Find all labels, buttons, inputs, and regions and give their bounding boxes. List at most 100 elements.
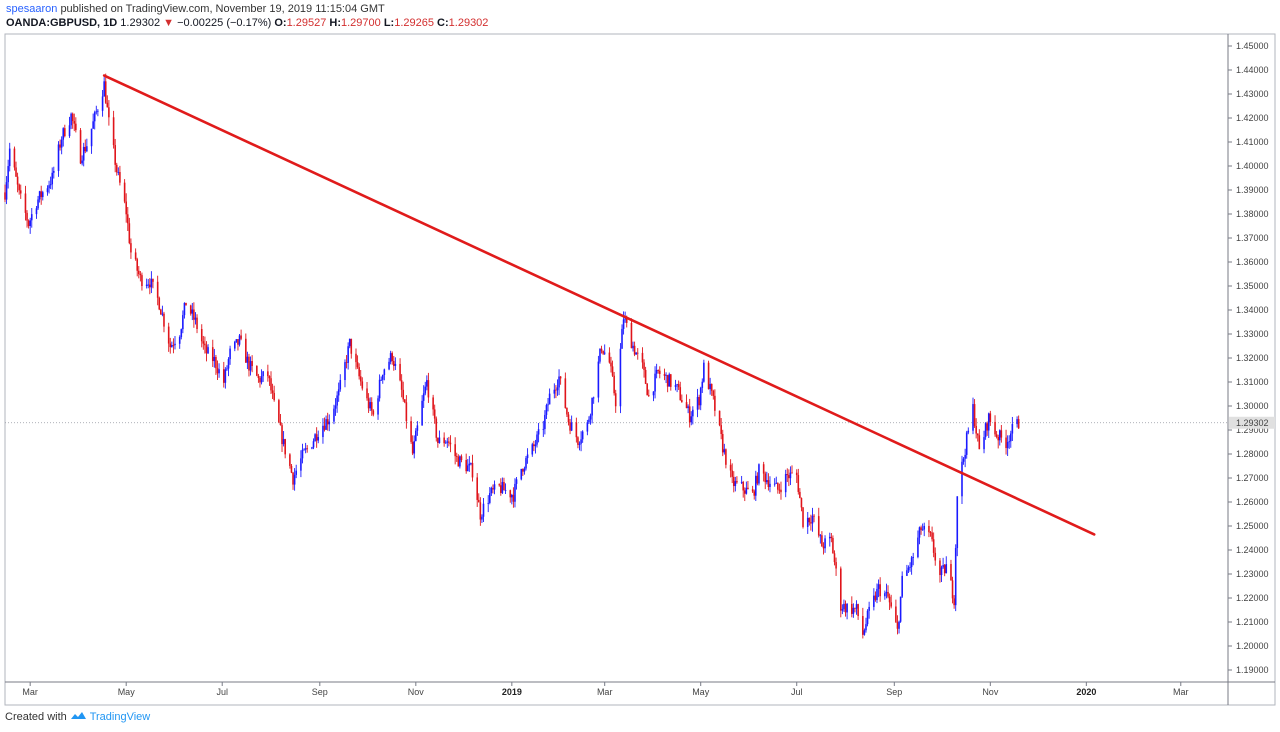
candle	[311, 446, 313, 450]
candle	[200, 324, 203, 348]
candle	[832, 535, 834, 554]
candle	[548, 388, 551, 405]
candle	[910, 555, 913, 575]
candle	[73, 113, 76, 132]
candle	[347, 342, 349, 370]
candle	[994, 415, 996, 437]
tradingview-link[interactable]: TradingView	[89, 711, 151, 723]
candle	[852, 603, 855, 618]
candle	[470, 462, 472, 466]
candle	[381, 374, 384, 384]
candle	[931, 526, 933, 542]
candle	[658, 366, 661, 379]
candle	[334, 398, 337, 416]
price-axis[interactable]: 1.19000 1.20000 1.21000 1.22000 1.23000 1.240…	[1228, 41, 1269, 675]
candle	[370, 397, 373, 416]
high-label: H:	[329, 17, 341, 29]
candle	[182, 310, 184, 334]
candle	[888, 593, 891, 610]
candle	[586, 419, 589, 436]
candle	[950, 559, 952, 581]
candle	[278, 398, 280, 424]
candle	[282, 431, 285, 447]
candle	[670, 373, 672, 391]
candle	[589, 413, 592, 425]
candle	[934, 547, 937, 566]
candle	[37, 195, 39, 210]
candle	[698, 394, 700, 410]
candle	[240, 329, 242, 341]
candle	[984, 422, 987, 440]
price-tick-label: 1.33000	[1236, 329, 1269, 339]
symbol-label: OANDA:GBPUSD, 1D	[6, 17, 118, 29]
candle	[211, 339, 214, 368]
candle	[7, 159, 9, 189]
candle	[26, 210, 28, 228]
time-axis[interactable]: Mar May Jul Sep Nov 2019 Mar May Jul Sep Nov 2020 Ma…	[22, 682, 1189, 697]
candle-series	[4, 73, 1020, 639]
candle	[569, 418, 571, 435]
candle	[736, 476, 738, 484]
candle	[932, 532, 935, 558]
candle	[835, 557, 837, 576]
candle	[79, 128, 82, 165]
candle	[740, 475, 743, 485]
candle	[194, 312, 197, 325]
candle	[887, 585, 889, 599]
candle	[898, 620, 900, 634]
price-tick-label: 1.41000	[1236, 137, 1269, 147]
candle	[490, 486, 493, 496]
candle	[613, 371, 615, 396]
trendline[interactable]	[102, 74, 1096, 536]
candle	[493, 480, 496, 495]
candle	[843, 599, 845, 612]
candle	[547, 397, 549, 412]
price-tick-label: 1.19000	[1236, 665, 1269, 675]
candle	[270, 371, 272, 394]
candle	[123, 179, 126, 204]
candle	[643, 359, 645, 378]
candle	[213, 348, 216, 368]
candle	[975, 418, 977, 439]
candle	[487, 495, 490, 513]
candle	[918, 526, 921, 545]
candle	[163, 311, 165, 333]
candle	[150, 271, 153, 294]
candle	[567, 411, 570, 426]
candle	[592, 396, 595, 404]
candle	[202, 335, 205, 350]
candle	[300, 450, 302, 478]
candle	[435, 416, 438, 442]
candle	[337, 382, 340, 402]
candle	[465, 453, 467, 474]
candle	[769, 476, 771, 493]
candle	[523, 466, 526, 475]
candle	[24, 185, 27, 221]
candle	[421, 395, 423, 426]
candle	[15, 161, 17, 178]
price-tag-bg	[1229, 416, 1275, 429]
candle	[732, 471, 735, 493]
candle	[707, 360, 710, 390]
candle	[336, 391, 338, 413]
symbol-info: OANDA:GBPUSD, 1D 1.29302 ▼ −0.00225 (−0.…	[6, 17, 488, 29]
candle	[367, 393, 370, 413]
candle	[64, 124, 66, 138]
time-tick-label: Jul	[791, 687, 803, 697]
candle	[262, 370, 264, 382]
price-tick-label: 1.31000	[1236, 377, 1269, 387]
candle	[246, 351, 249, 370]
candle	[945, 556, 948, 574]
candle	[754, 470, 757, 501]
current-price-tag: 1.29302	[1229, 416, 1275, 429]
candle	[511, 493, 513, 505]
candle	[389, 350, 392, 365]
candle	[457, 454, 460, 467]
candle	[90, 128, 93, 154]
candle	[531, 442, 534, 457]
candle	[647, 389, 650, 397]
change-down-icon: ▼	[163, 17, 175, 29]
candle	[555, 385, 557, 399]
author-link[interactable]: spesaaron	[6, 3, 58, 15]
